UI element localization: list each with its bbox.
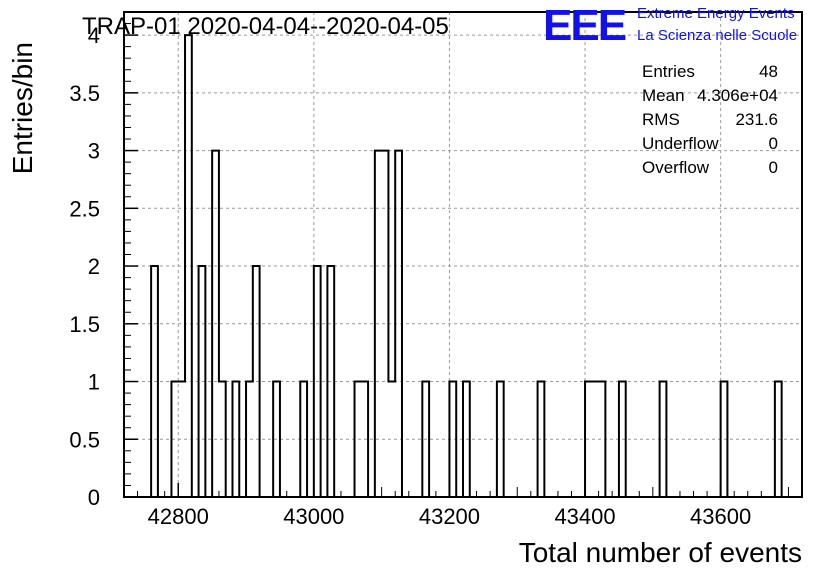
x-tick-label: 43200 xyxy=(419,504,480,529)
stat-value: 48 xyxy=(759,62,778,81)
x-tick-label: 43600 xyxy=(690,504,751,529)
y-tick-label: 3.5 xyxy=(69,81,100,106)
y-tick-label: 0 xyxy=(88,485,100,510)
stats-box: Entries 48 Mean 4.306e+04 RMS 231.6 Underflow 0… xyxy=(642,62,778,177)
tick-labels: 0 0.5 1 1.5 2 2.5 3 3.5 4 42800 43000 43200 43400 436… xyxy=(69,23,751,529)
y-tick-label: 1.5 xyxy=(69,312,100,337)
y-tick-label: 3 xyxy=(88,139,100,164)
y-tick-label: 1 xyxy=(88,370,100,395)
y-tick-label: 2 xyxy=(88,254,100,279)
stat-label: Underflow xyxy=(642,134,719,153)
logo-line-2: La Scienza nelle Scuole xyxy=(637,27,797,44)
logo-line-1: Extreme Energy Events xyxy=(637,5,795,22)
logo-letters: EEE xyxy=(543,1,626,50)
stat-label: Mean xyxy=(642,86,685,105)
stat-label: Entries xyxy=(642,62,695,81)
x-axis-title: Total number of events xyxy=(519,537,802,568)
stat-label: Overflow xyxy=(642,158,710,177)
x-tick-label: 43000 xyxy=(283,504,344,529)
stat-value: 0 xyxy=(769,134,778,153)
x-tick-label: 42800 xyxy=(148,504,209,529)
x-tick-label: 43400 xyxy=(554,504,615,529)
eee-logo: EEE Extreme Energy Events La Scienza nel… xyxy=(543,1,797,50)
histogram-outline xyxy=(124,34,802,498)
stat-value: 0 xyxy=(769,158,778,177)
stat-value: 231.6 xyxy=(735,110,778,129)
axis-ticks xyxy=(123,23,803,498)
stat-value: 4.306e+04 xyxy=(697,86,778,105)
y-tick-label: 2.5 xyxy=(69,196,100,221)
y-axis-title: Entries/bin xyxy=(7,42,38,174)
chart-title: TRAP-01 2020-04-04--2020-04-05 xyxy=(82,13,449,40)
y-tick-label: 0.5 xyxy=(69,427,100,452)
y-tick-label: 4 xyxy=(88,23,100,48)
stat-label: RMS xyxy=(642,110,680,129)
